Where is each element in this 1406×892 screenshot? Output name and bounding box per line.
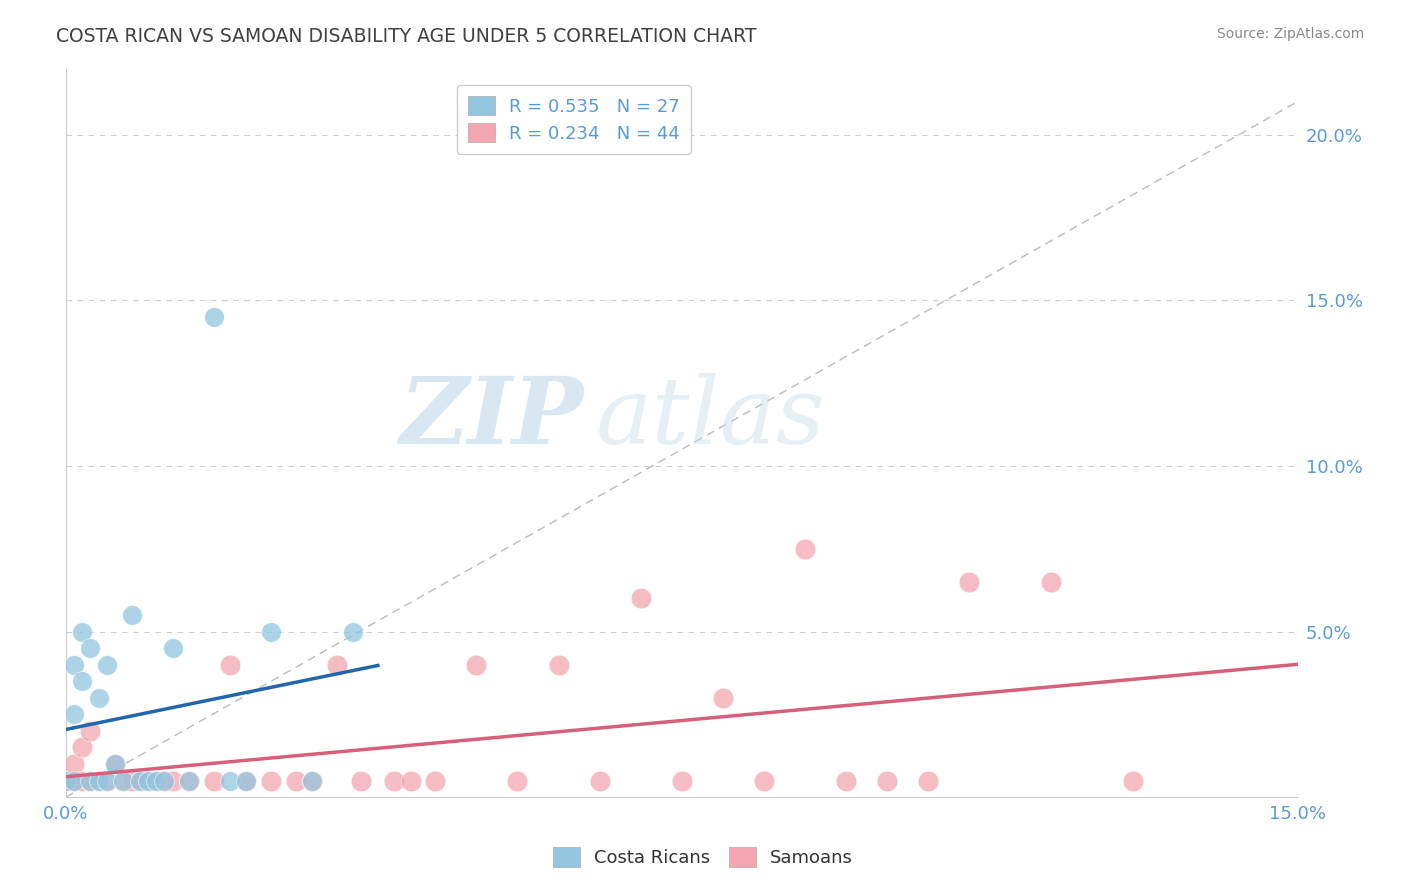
Point bbox=[79, 723, 101, 738]
Point bbox=[630, 591, 652, 606]
Point bbox=[63, 707, 86, 722]
Point bbox=[350, 773, 373, 788]
Point bbox=[70, 740, 93, 755]
Point bbox=[1040, 574, 1063, 589]
Point bbox=[711, 690, 734, 705]
Point bbox=[145, 773, 167, 788]
Point bbox=[79, 773, 101, 788]
Point bbox=[219, 657, 242, 672]
Point bbox=[1122, 773, 1144, 788]
Point bbox=[202, 773, 225, 788]
Point bbox=[121, 607, 143, 622]
Point bbox=[588, 773, 610, 788]
Point bbox=[162, 641, 184, 656]
Point bbox=[260, 624, 283, 639]
Point bbox=[121, 773, 143, 788]
Point bbox=[260, 773, 283, 788]
Point bbox=[96, 773, 118, 788]
Point bbox=[63, 757, 86, 772]
Point bbox=[399, 773, 422, 788]
Legend: Costa Ricans, Samoans: Costa Ricans, Samoans bbox=[546, 839, 860, 874]
Point bbox=[70, 674, 93, 689]
Point bbox=[79, 773, 101, 788]
Point bbox=[104, 757, 127, 772]
Point bbox=[70, 624, 93, 639]
Point bbox=[136, 773, 159, 788]
Point bbox=[63, 773, 86, 788]
Text: Source: ZipAtlas.com: Source: ZipAtlas.com bbox=[1216, 27, 1364, 41]
Point bbox=[87, 773, 110, 788]
Point bbox=[55, 773, 77, 788]
Point bbox=[547, 657, 569, 672]
Point bbox=[465, 657, 488, 672]
Point bbox=[112, 773, 135, 788]
Point bbox=[284, 773, 307, 788]
Text: COSTA RICAN VS SAMOAN DISABILITY AGE UNDER 5 CORRELATION CHART: COSTA RICAN VS SAMOAN DISABILITY AGE UND… bbox=[56, 27, 756, 45]
Point bbox=[112, 773, 135, 788]
Point bbox=[752, 773, 775, 788]
Text: atlas: atlas bbox=[596, 373, 825, 463]
Point bbox=[162, 773, 184, 788]
Point bbox=[87, 690, 110, 705]
Point bbox=[145, 773, 167, 788]
Point bbox=[136, 773, 159, 788]
Point bbox=[128, 773, 150, 788]
Point bbox=[96, 657, 118, 672]
Text: ZIP: ZIP bbox=[399, 373, 583, 463]
Point bbox=[382, 773, 405, 788]
Point bbox=[342, 624, 364, 639]
Point bbox=[835, 773, 858, 788]
Point bbox=[104, 757, 127, 772]
Point bbox=[506, 773, 529, 788]
Point bbox=[301, 773, 323, 788]
Point bbox=[87, 773, 110, 788]
Point bbox=[957, 574, 980, 589]
Point bbox=[876, 773, 898, 788]
Y-axis label: Disability Age Under 5: Disability Age Under 5 bbox=[0, 347, 7, 518]
Point bbox=[63, 773, 86, 788]
Point bbox=[153, 773, 176, 788]
Point bbox=[153, 773, 176, 788]
Point bbox=[96, 773, 118, 788]
Point bbox=[326, 657, 349, 672]
Point bbox=[70, 773, 93, 788]
Point bbox=[177, 773, 200, 788]
Point bbox=[55, 773, 77, 788]
Legend: R = 0.535   N = 27, R = 0.234   N = 44: R = 0.535 N = 27, R = 0.234 N = 44 bbox=[457, 85, 690, 153]
Point bbox=[177, 773, 200, 788]
Point bbox=[128, 773, 150, 788]
Point bbox=[671, 773, 693, 788]
Point bbox=[425, 773, 447, 788]
Point bbox=[63, 657, 86, 672]
Point bbox=[301, 773, 323, 788]
Point bbox=[235, 773, 257, 788]
Point bbox=[219, 773, 242, 788]
Point bbox=[202, 310, 225, 324]
Point bbox=[917, 773, 939, 788]
Point bbox=[79, 641, 101, 656]
Point bbox=[235, 773, 257, 788]
Point bbox=[793, 541, 815, 556]
